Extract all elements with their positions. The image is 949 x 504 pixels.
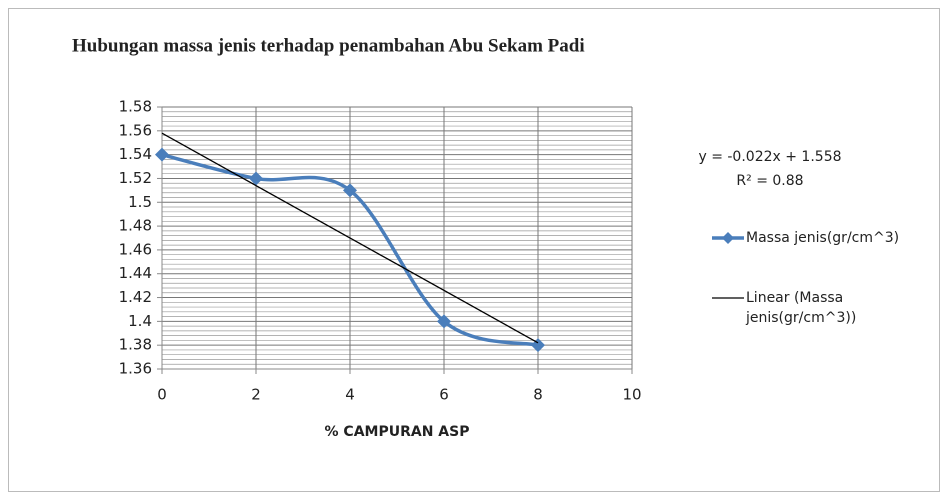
x-tick-label: 4 bbox=[345, 386, 355, 404]
y-tick-label: 1.4 bbox=[128, 312, 152, 330]
y-tick-label: 1.56 bbox=[119, 121, 152, 139]
chart-title: Hubungan massa jenis terhadap penambahan… bbox=[72, 35, 585, 56]
legend-label: Massa jenis(gr/cm^3) bbox=[746, 230, 900, 246]
x-tick-label: 8 bbox=[533, 386, 543, 404]
x-tick-label: 0 bbox=[157, 386, 167, 404]
marker bbox=[343, 183, 357, 198]
legend-symbol bbox=[722, 232, 734, 244]
y-tick-label: 1.38 bbox=[119, 336, 152, 354]
y-tick-label: 1.46 bbox=[119, 240, 152, 258]
r-squared: R² = 0.88 bbox=[736, 173, 803, 189]
trend-line bbox=[161, 132, 539, 344]
y-tick-label: 1.36 bbox=[119, 360, 152, 378]
x-tick-label: 6 bbox=[439, 386, 449, 404]
y-tick-label: 1.44 bbox=[119, 264, 152, 282]
y-tick-label: 1.48 bbox=[119, 217, 152, 235]
y-tick-label: 1.52 bbox=[119, 169, 152, 187]
x-tick-label: 2 bbox=[251, 386, 261, 404]
y-tick-label: 1.54 bbox=[119, 145, 152, 163]
marker bbox=[531, 338, 545, 353]
plot-area bbox=[162, 107, 632, 369]
x-tick-label: 10 bbox=[622, 386, 641, 404]
marker bbox=[249, 171, 263, 186]
legend-label: Linear (Massa jenis(gr/cm^3)) bbox=[746, 290, 857, 326]
marker bbox=[155, 147, 169, 162]
equation: y = -0.022x + 1.558 bbox=[698, 149, 841, 165]
y-tick-label: 1.42 bbox=[119, 288, 152, 306]
y-tick-label: 1.58 bbox=[119, 98, 152, 116]
x-axis-label: % CAMPURAN ASP bbox=[325, 424, 470, 440]
marker bbox=[437, 314, 451, 329]
y-tick-label: 1.5 bbox=[128, 193, 152, 211]
